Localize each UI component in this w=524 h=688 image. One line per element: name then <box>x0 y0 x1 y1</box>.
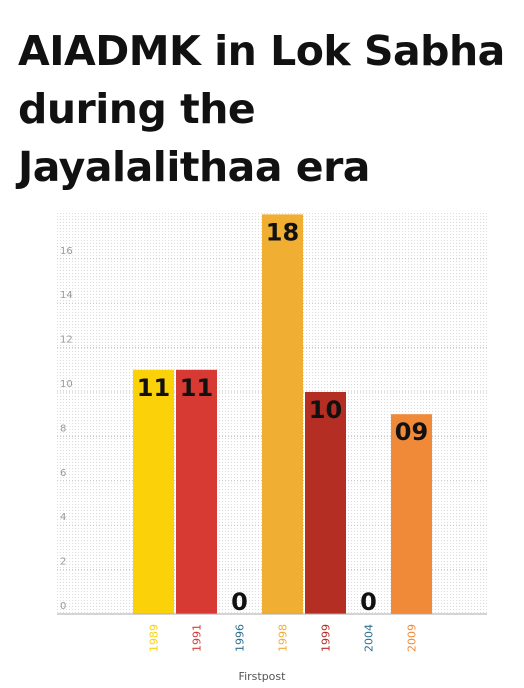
data-label-1999: 10 <box>309 396 342 424</box>
bar-2009 <box>391 414 432 614</box>
data-label-1998: 18 <box>266 218 299 246</box>
x-tick-label-2009: 2009 <box>406 624 419 652</box>
bar-1991 <box>176 369 217 614</box>
y-axis: 0 2 4 6 8 10 12 14 16 <box>60 246 73 612</box>
bars: 11 11 0 18 10 0 09 <box>133 214 432 616</box>
data-label-1996: 0 <box>231 588 248 616</box>
data-label-2004: 0 <box>360 588 377 616</box>
y-tick-label: 8 <box>60 423 66 434</box>
y-tick-label: 14 <box>60 290 73 301</box>
bar-1998 <box>262 214 303 614</box>
source-credit: Firstpost <box>238 670 286 683</box>
y-tick-label: 16 <box>60 246 73 257</box>
y-tick-label: 12 <box>60 335 73 346</box>
x-tick-label-1999: 1999 <box>320 624 333 652</box>
y-tick-label: 6 <box>60 468 66 479</box>
data-label-1989: 11 <box>137 374 170 402</box>
x-tick-label-1991: 1991 <box>191 624 204 652</box>
y-tick-label: 2 <box>60 557 66 568</box>
chart-title: AIADMK in Lok Sabha during the Jayalalit… <box>18 27 505 191</box>
data-label-2009: 09 <box>395 418 428 446</box>
x-tick-label-2004: 2004 <box>363 624 376 652</box>
x-tick-label-1989: 1989 <box>148 624 161 652</box>
bar-1999 <box>305 392 346 614</box>
x-axis: 1989 1991 1996 1998 1999 2004 2009 <box>148 624 419 652</box>
data-label-1991: 11 <box>180 374 213 402</box>
x-tick-label-1998: 1998 <box>277 624 290 652</box>
bar-1989 <box>133 369 174 614</box>
y-tick-label: 10 <box>60 379 73 390</box>
y-tick-label: 4 <box>60 512 66 523</box>
y-tick-label: 0 <box>60 601 66 612</box>
x-tick-label-1996: 1996 <box>234 624 247 652</box>
